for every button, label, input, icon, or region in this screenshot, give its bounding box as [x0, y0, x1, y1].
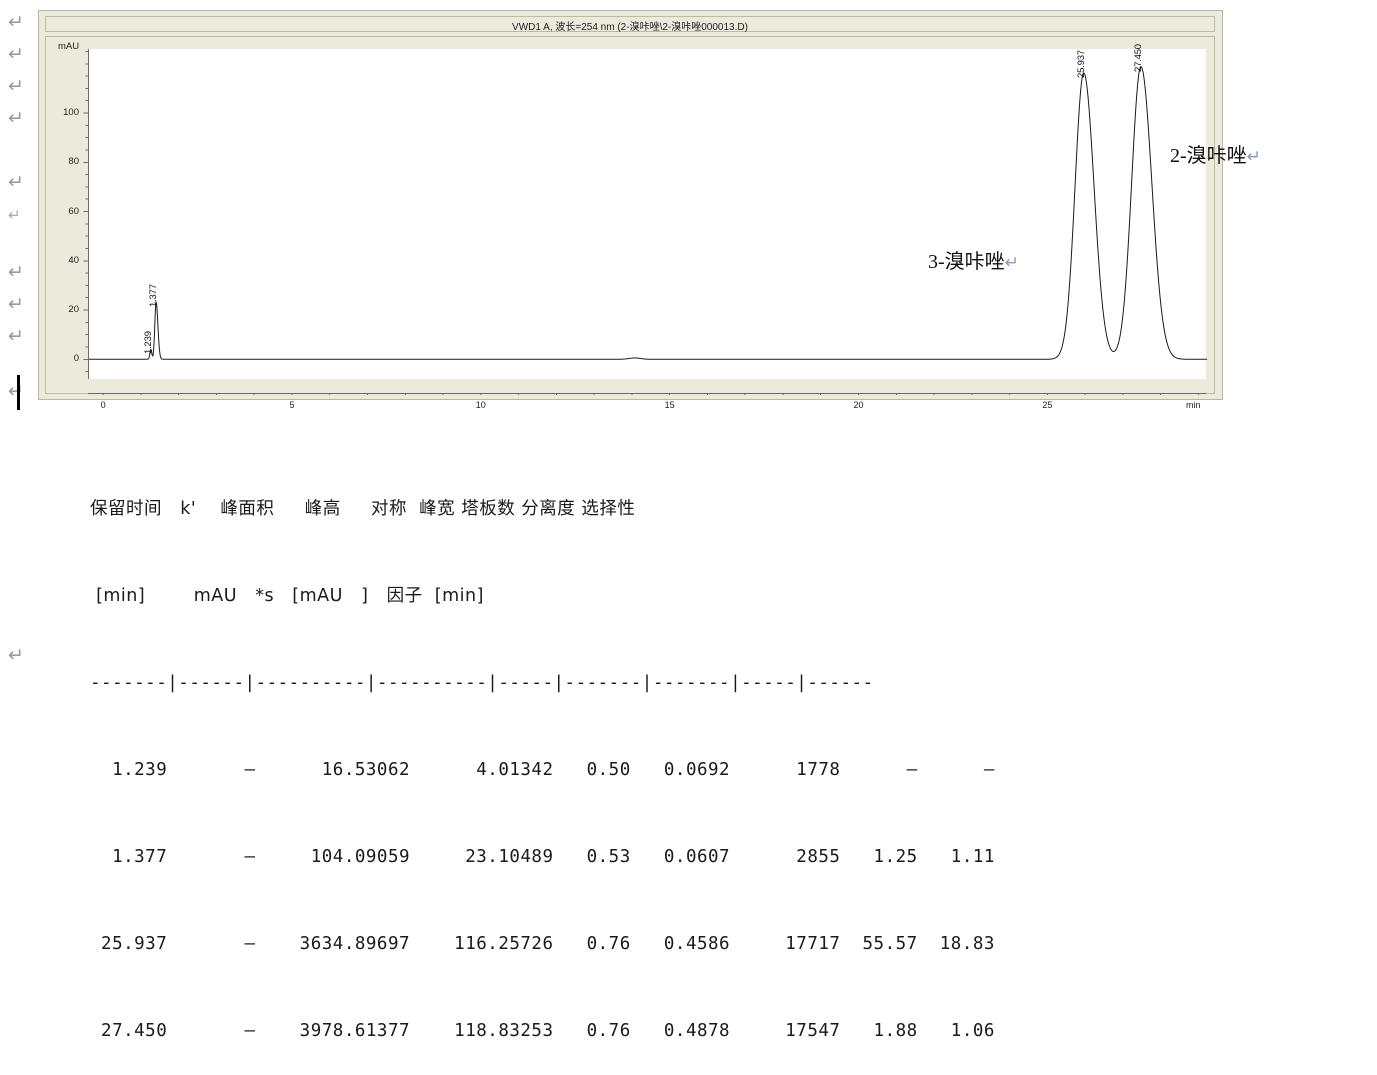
x-tick-label: 20 [853, 399, 864, 410]
x-tick-label: 10 [475, 399, 486, 410]
chromatogram-trace [89, 49, 1207, 379]
chromatogram-title: VWD1 A, 波长=254 nm (2-溴咔唑\2-溴咔唑000013.D) [512, 22, 748, 33]
paragraph-return-mark: ↵ [8, 293, 24, 315]
chromatogram-canvas [88, 49, 1206, 379]
text-cursor [17, 375, 20, 410]
document-margin-marks: ↵ ↵ ↵ ↵ ↵ ↵ ↵ ↵ ↵ ↵ [0, 0, 40, 672]
paragraph-return-mark: ↵ [8, 75, 24, 97]
paragraph-return-mark: ↵ [8, 43, 24, 65]
annotation-2-label: 2-溴咔唑 [1170, 145, 1247, 167]
y-tick-label: 100 [63, 107, 79, 119]
x-tick-label: 15 [664, 399, 675, 410]
y-tick-label: 20 [68, 304, 79, 316]
x-tick-label: 5 [289, 399, 295, 410]
peak-retention-time-label: 1.377 [148, 284, 160, 308]
y-tick-label: 40 [68, 254, 79, 266]
table-header-row-2: [min] mAU *s [mAU ] 因子 [min] [90, 586, 484, 606]
table-row: 25.937 – 3634.89697 116.25726 0.76 0.458… [90, 934, 995, 954]
integration-results-table: 保留时间 k' 峰面积 峰高 对称 峰宽 塔板数 分离度 选择性 [min] m… [90, 437, 995, 1075]
paragraph-return-mark: ↵ [8, 206, 21, 224]
peak-retention-time-label: 27.450 [1132, 43, 1144, 72]
table-header-row-1: 保留时间 k' 峰面积 峰高 对称 峰宽 塔板数 分离度 选择性 [90, 499, 636, 519]
table-row: 1.239 – 16.53062 4.01342 0.50 0.0692 177… [90, 760, 995, 780]
y-tick-label: 0 [73, 353, 79, 365]
y-tick-label: 80 [68, 156, 79, 168]
chromatogram-title-bar: VWD1 A, 波长=254 nm (2-溴咔唑\2-溴咔唑000013.D) [45, 16, 1215, 33]
y-axis-unit-label: mAU [58, 41, 80, 52]
trace-path [89, 67, 1207, 360]
annotation-3-bromocarbazole: 3-溴咔唑↵ [928, 245, 1019, 274]
y-tick-label: 60 [68, 205, 79, 217]
paragraph-return-mark: ↵ [8, 171, 24, 193]
table-row: 1.377 – 104.09059 23.10489 0.53 0.0607 2… [90, 847, 995, 867]
chromatogram-plot-frame: mAU 0 20 40 60 80 100 0 5 10 15 20 25 min 1.239 1.377 2… [45, 36, 1215, 410]
paragraph-return-mark: ↵ [8, 261, 24, 283]
x-tick-label: 25 [1042, 399, 1053, 410]
annotation-2-bromocarbazole: 2-溴咔唑↵ [1170, 139, 1261, 168]
table-row: 27.450 – 3978.61377 118.83253 0.76 0.487… [90, 1021, 995, 1041]
x-axis-unit-label: min [1186, 399, 1201, 410]
paragraph-return-mark: ↵ [8, 11, 24, 33]
paragraph-return-mark: ↵ [8, 107, 24, 129]
annotation-3-label: 3-溴咔唑 [928, 251, 1005, 273]
peak-retention-time-label: 1.239 [142, 331, 154, 355]
paragraph-return-mark: ↵ [8, 644, 24, 666]
peak-retention-time-label: 25.937 [1075, 50, 1087, 78]
annotation-3-return-mark: ↵ [1004, 253, 1019, 272]
annotation-2-return-mark: ↵ [1246, 147, 1261, 166]
x-tick-label: 0 [100, 399, 106, 410]
table-separator: -------|------|----------|----------|---… [90, 673, 874, 693]
chromatogram-window: VWD1 A, 波长=254 nm (2-溴咔唑\2-溴咔唑000013.D) … [38, 10, 1223, 410]
paragraph-return-mark: ↵ [8, 325, 24, 347]
paragraph-return-mark: ↵ [8, 380, 24, 402]
